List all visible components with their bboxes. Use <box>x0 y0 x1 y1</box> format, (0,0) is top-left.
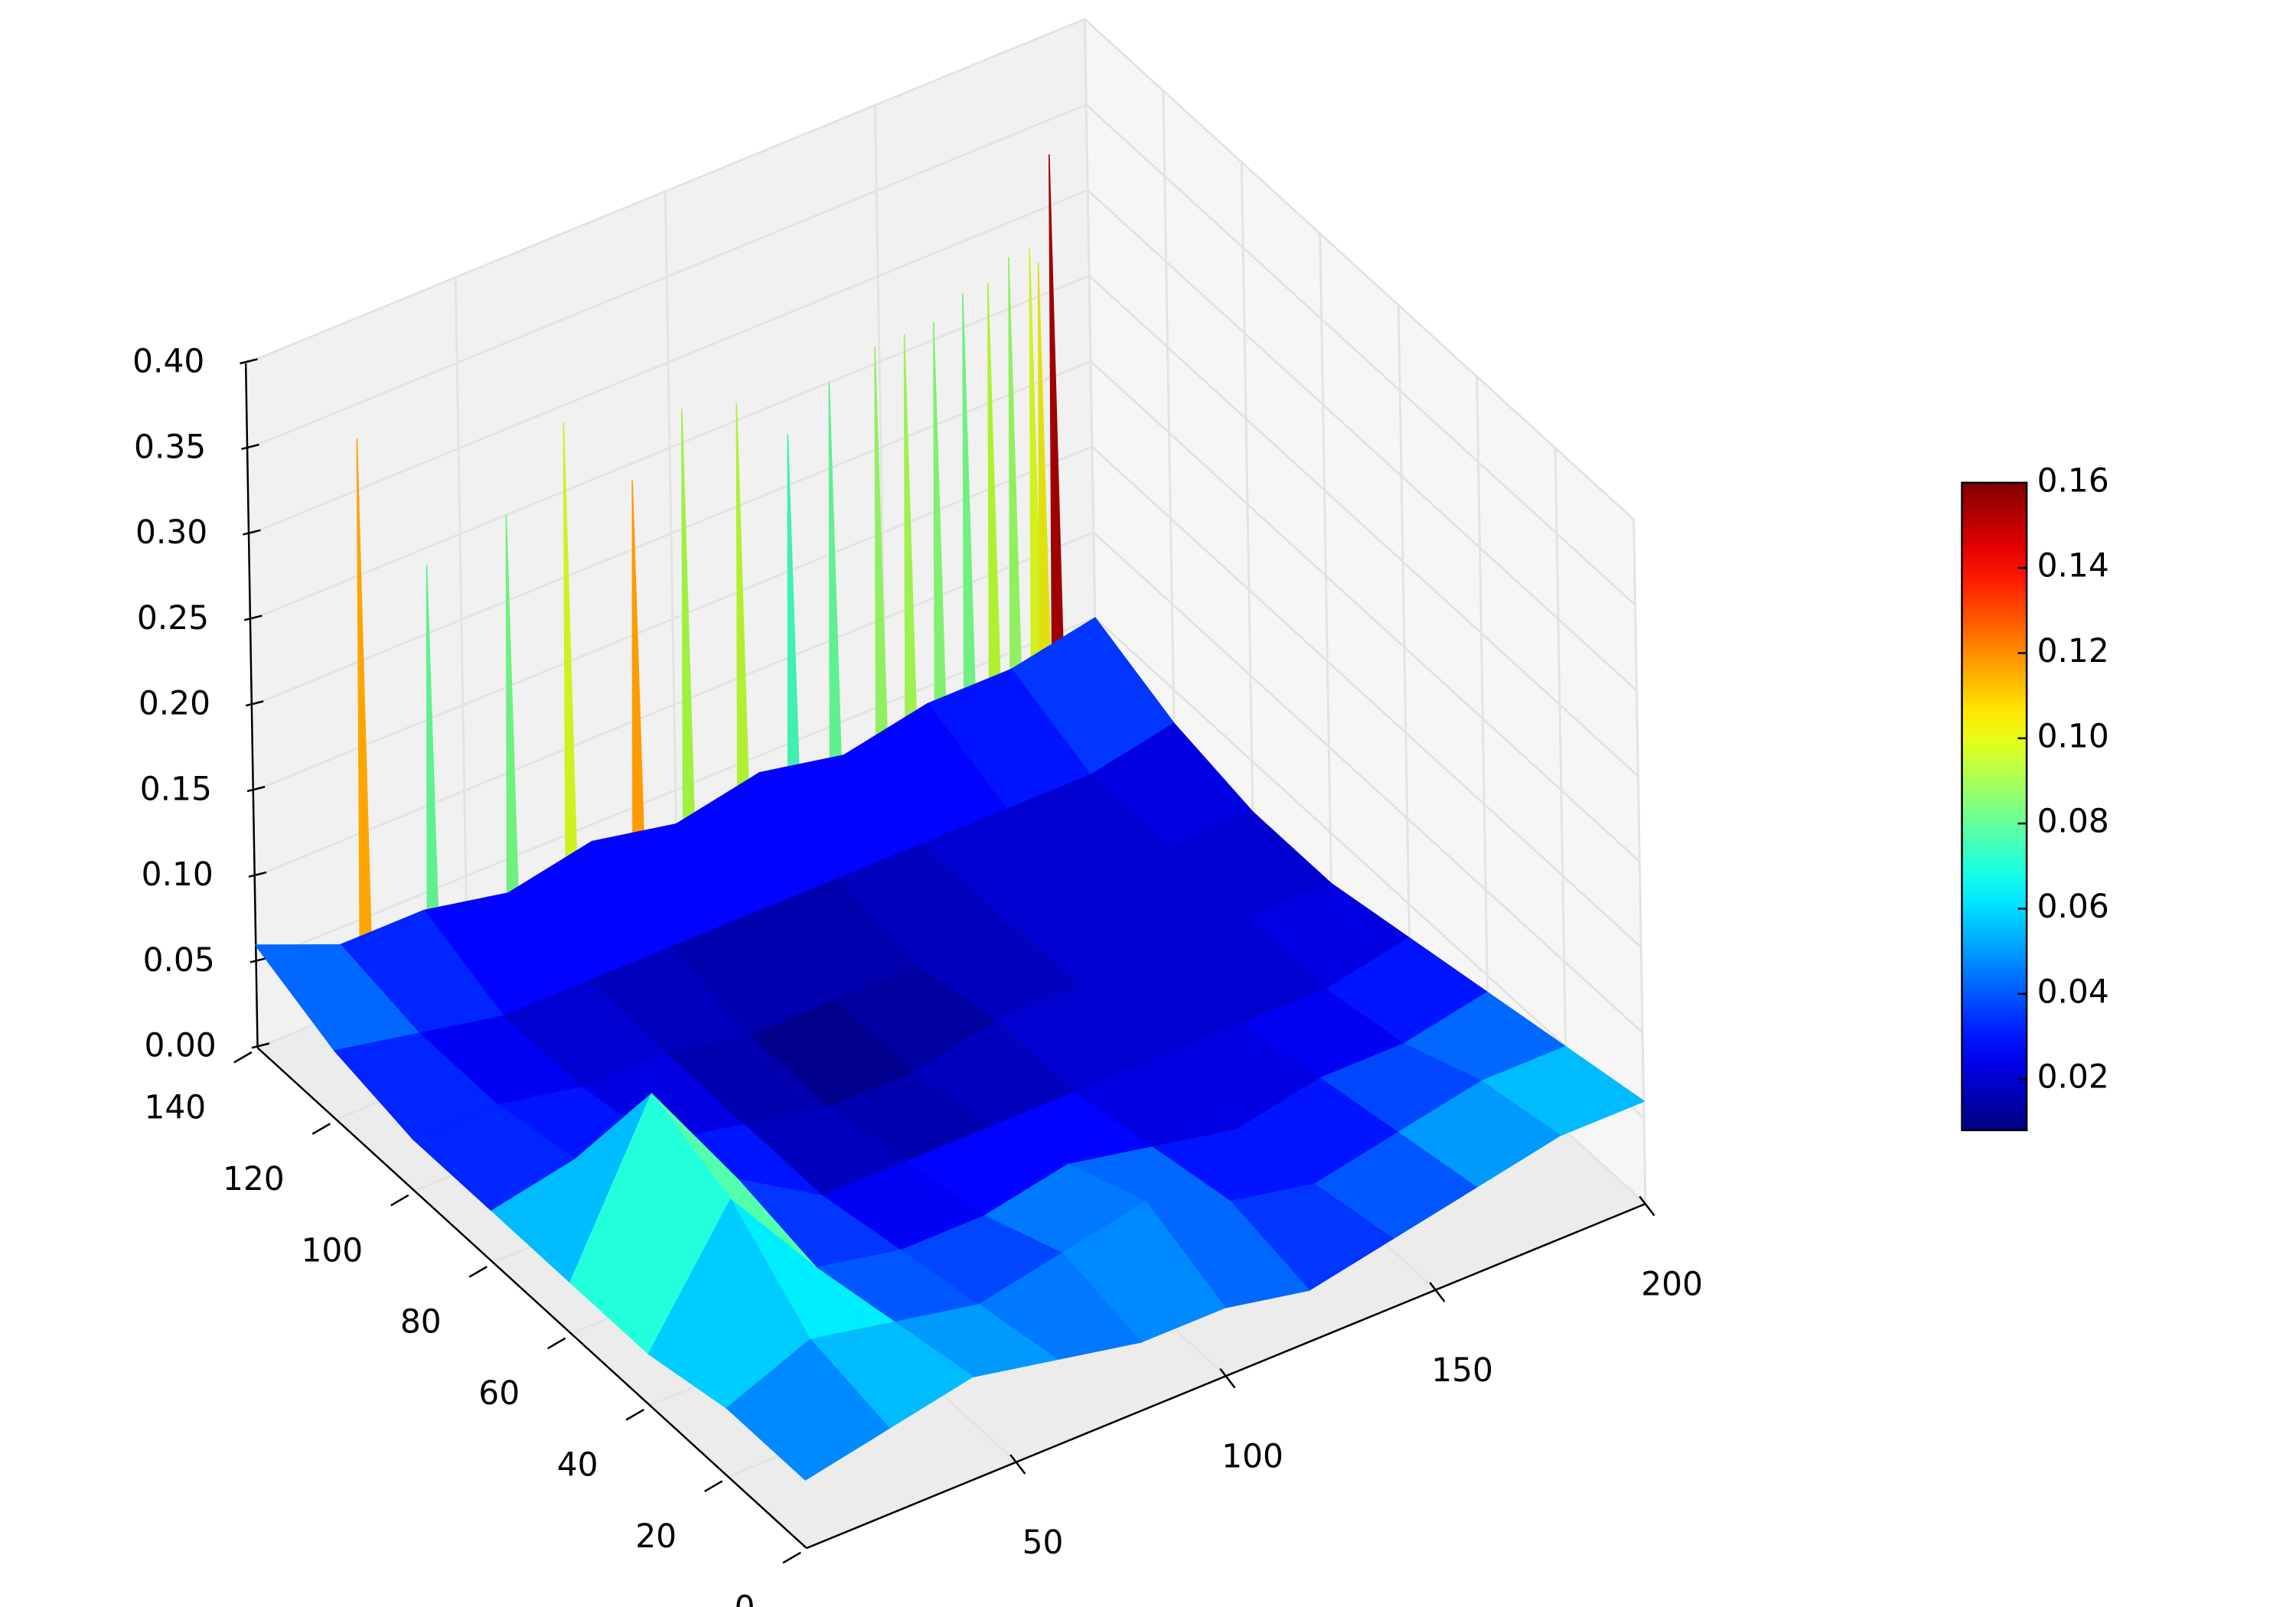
z-tick <box>241 443 259 450</box>
x-tick <box>311 1123 331 1135</box>
x-tick <box>468 1266 488 1278</box>
grid-line <box>1094 617 1645 1120</box>
y-tick <box>1219 1367 1236 1389</box>
y-tick-label: 200 <box>1641 1265 1703 1302</box>
x-tick <box>625 1408 644 1421</box>
x-tick-label: 80 <box>400 1303 442 1341</box>
colorbar-tick-label: 0.10 <box>2037 717 2109 755</box>
x-tick-label: 20 <box>635 1517 677 1555</box>
y-tick <box>1429 1282 1446 1302</box>
axis-line <box>244 363 259 1048</box>
grid-line <box>1091 445 1642 948</box>
axis-line <box>256 1047 807 1550</box>
z-tick-label: 0.40 <box>132 343 204 380</box>
z-tick-label: 0.00 <box>145 1027 217 1064</box>
grid-line <box>246 103 1087 451</box>
z-tick <box>243 614 263 621</box>
z-tick-label: 0.20 <box>139 685 210 722</box>
colorbar-tick-label: 0.06 <box>2037 888 2109 925</box>
z-tick-label: 0.25 <box>137 599 209 637</box>
y-tick <box>1009 1454 1026 1475</box>
z-tick-label: 0.05 <box>143 941 215 979</box>
z-tick <box>251 1042 270 1049</box>
grid-line <box>1088 275 1639 777</box>
grid-line <box>249 275 1090 621</box>
colorbar-tick-label: 0.12 <box>2037 632 2109 670</box>
x-tick <box>703 1480 723 1493</box>
grid-line <box>254 531 1094 878</box>
grid-line <box>251 360 1091 707</box>
x-tick <box>547 1337 566 1350</box>
grid-line <box>1087 189 1638 692</box>
y-tick-label: 50 <box>1022 1524 1064 1561</box>
colorbar-tick-label: 0.02 <box>2037 1058 2109 1096</box>
z-tick-label: 0.10 <box>142 856 214 893</box>
z-tick <box>240 358 258 365</box>
grid-line <box>1084 18 1635 520</box>
z-tick <box>243 529 261 536</box>
y-tick <box>1639 1195 1655 1217</box>
grid-line <box>248 189 1088 536</box>
colorbar-tick-label: 0.08 <box>2037 803 2109 840</box>
z-tick-label: 0.15 <box>140 770 212 807</box>
z-tick <box>245 700 264 707</box>
x-tick-label: 140 <box>144 1089 206 1126</box>
y-tick-label: 150 <box>1431 1351 1493 1389</box>
grid-line <box>256 617 1096 963</box>
x-tick <box>782 1551 801 1564</box>
x-tick-label: 0 <box>735 1589 755 1607</box>
surface-cell <box>726 1338 890 1481</box>
colorbar <box>1961 481 2028 1132</box>
grid-line <box>1085 103 1636 606</box>
x-tick <box>390 1194 409 1207</box>
colorbar-tick-label: 0.16 <box>2037 461 2109 499</box>
z-tick <box>248 871 267 878</box>
x-tick-label: 60 <box>478 1374 520 1412</box>
colorbar-tick-label: 0.04 <box>2037 973 2109 1010</box>
x-tick-label: 120 <box>223 1160 285 1198</box>
x-tick <box>233 1051 253 1064</box>
grid-line <box>1090 360 1641 863</box>
grid-line <box>1092 531 1644 1034</box>
x-tick-label: 40 <box>557 1446 598 1484</box>
x-tick-label: 100 <box>301 1231 363 1269</box>
z-tick-label: 0.35 <box>134 428 206 465</box>
y-tick-label: 100 <box>1221 1437 1283 1475</box>
grid-line <box>253 445 1093 793</box>
grid-line <box>245 18 1085 365</box>
z-tick-label: 0.30 <box>135 513 207 551</box>
colorbar-tick-label: 0.14 <box>2037 547 2109 585</box>
plot-area: 0 20 40 60 80 100 120 140 50 100 150 200 0.00 0.05 0.1… <box>132 17 2109 1607</box>
z-tick <box>246 785 266 793</box>
